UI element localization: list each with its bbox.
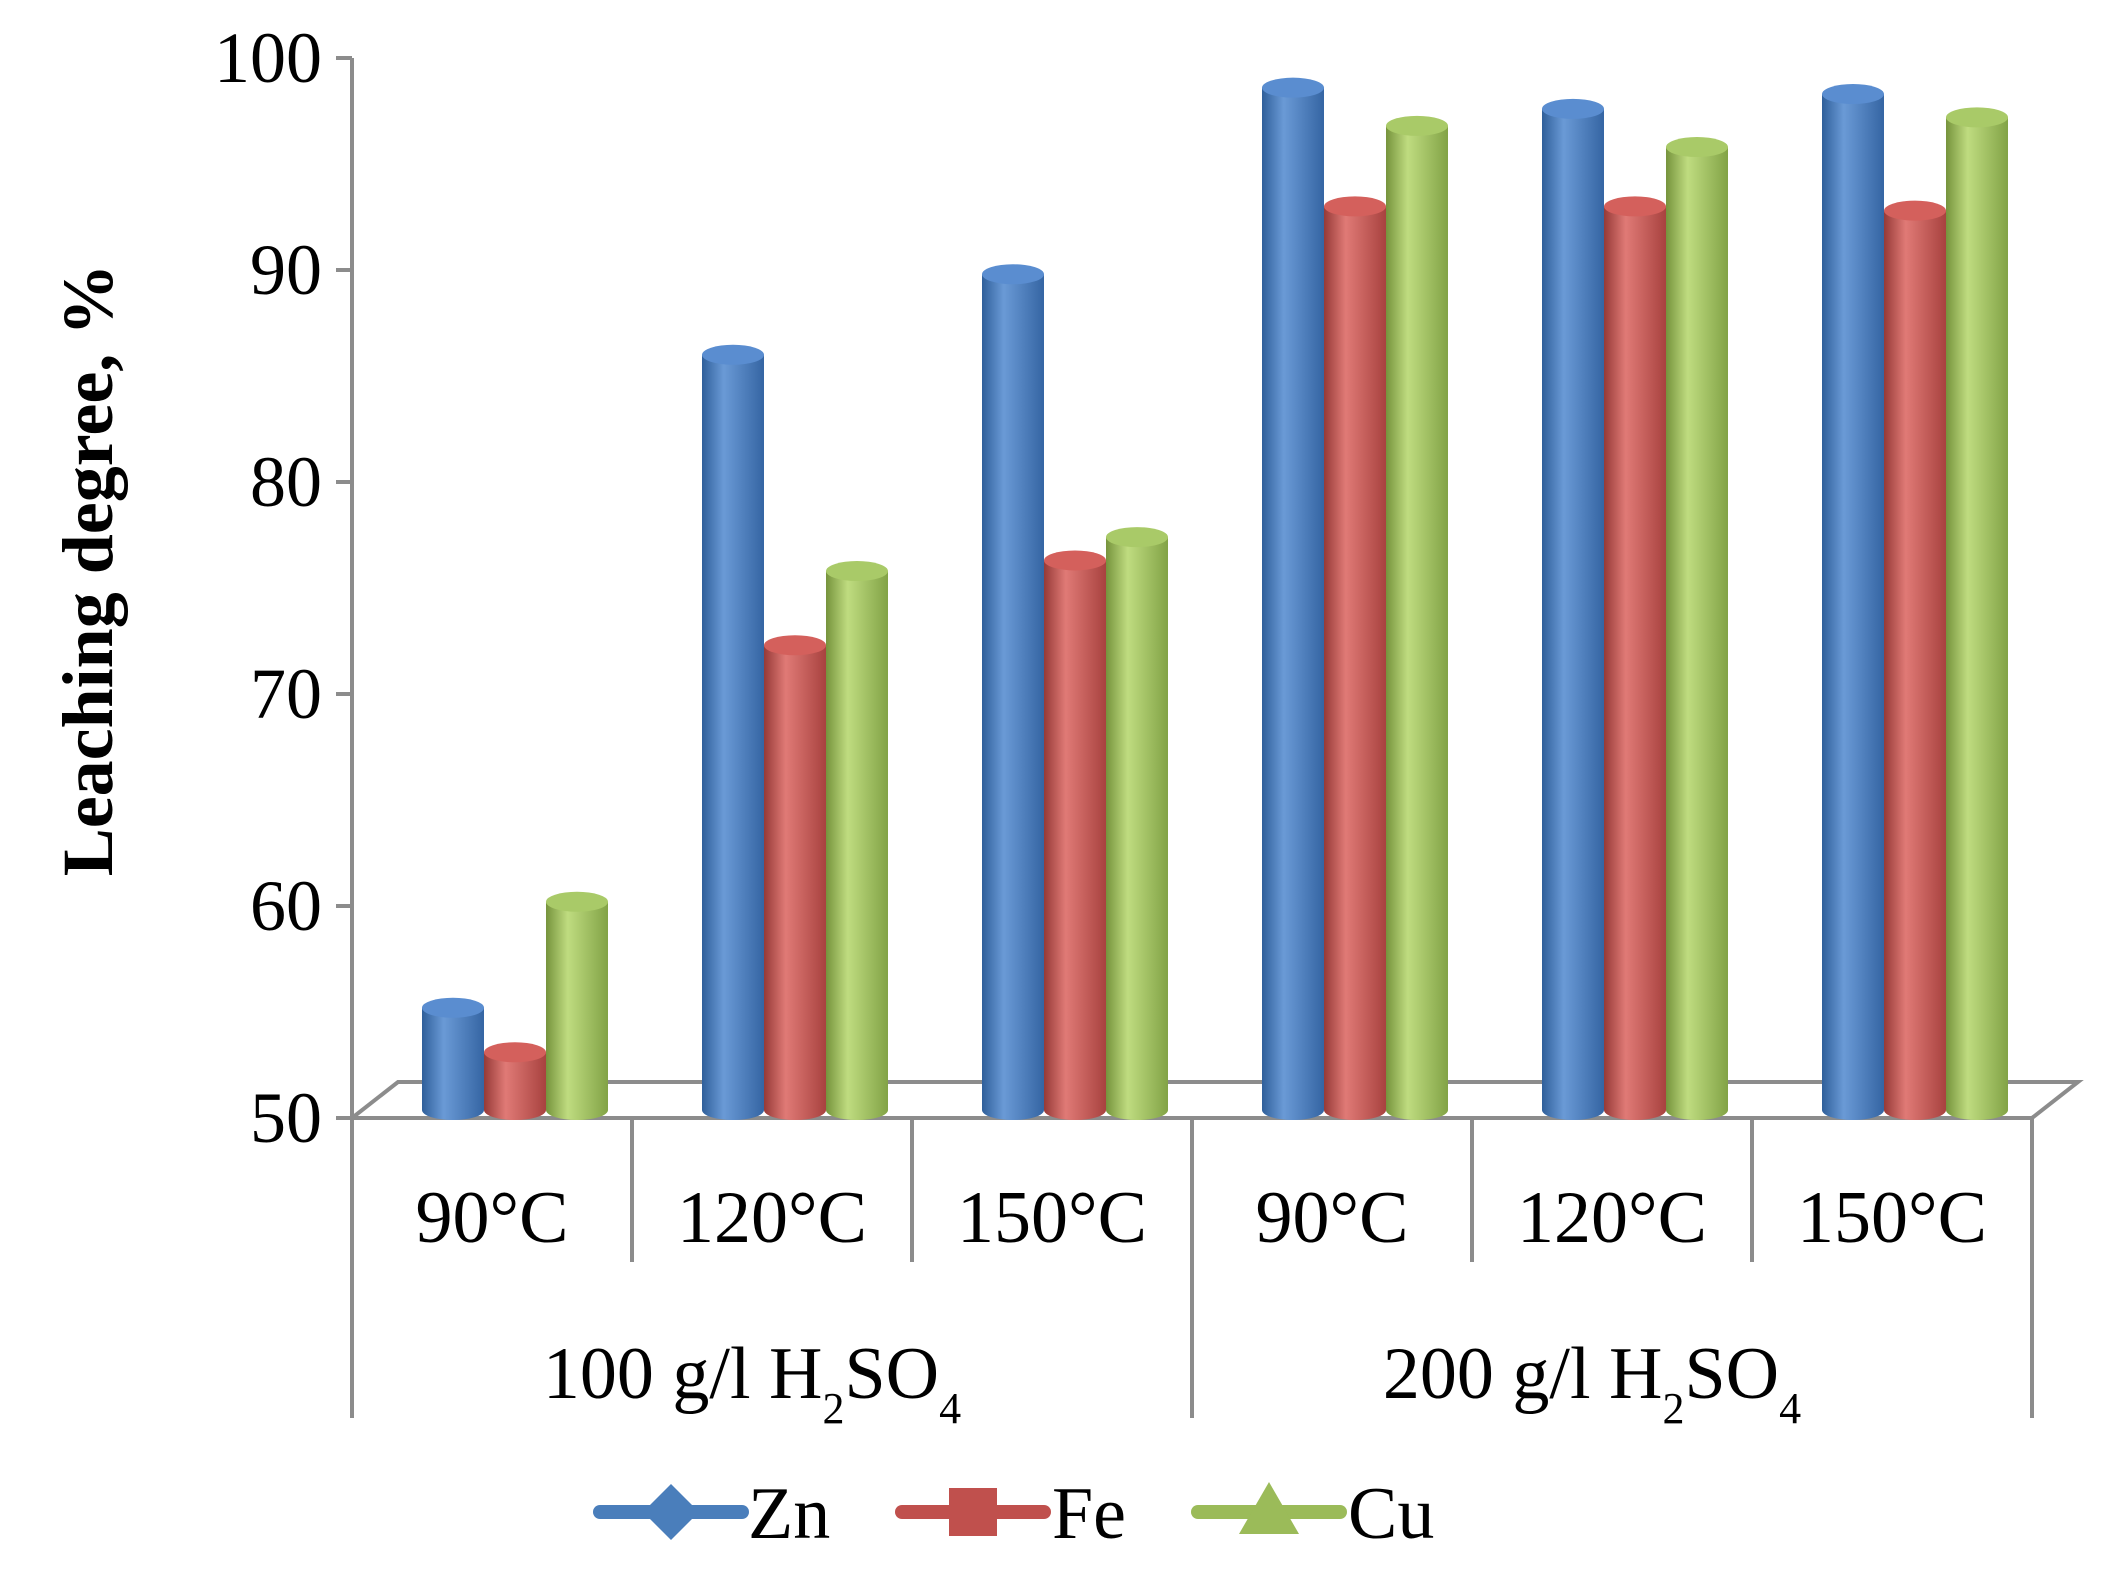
category-label-2: 150°C (957, 1177, 1147, 1259)
bar-zn-0 (422, 997, 484, 1120)
bar-body-cu-5 (1946, 117, 2008, 1121)
bar-body-cu-3 (1386, 125, 1448, 1121)
bar-cap-zn-3 (1262, 77, 1324, 98)
bar-zn-4 (1542, 98, 1604, 1120)
bar-body-zn-5 (1822, 94, 1884, 1120)
bar-cap-fe-5 (1884, 200, 1946, 221)
group-label-2-mid: SO (1684, 1333, 1779, 1415)
legend-fe-square-icon (949, 1488, 997, 1536)
group-label-1-sub2: 4 (939, 1384, 961, 1433)
bar-cap-fe-3 (1324, 196, 1386, 217)
bar-body-zn-3 (1262, 87, 1324, 1120)
legend-fe-label: Fe (1052, 1473, 1126, 1555)
bar-cu-2 (1106, 527, 1168, 1120)
bar-body-zn-2 (982, 274, 1044, 1120)
y-tick-label-60: 60 (250, 866, 322, 946)
bar-body-fe-3 (1324, 206, 1386, 1120)
bar-cu-0 (546, 891, 608, 1120)
bar-cap-zn-5 (1822, 84, 1884, 105)
group-label-2-sub2: 4 (1779, 1384, 1801, 1433)
y-tick-label-90: 90 (250, 230, 322, 310)
bar-cap-zn-4 (1542, 98, 1604, 119)
group-label-2: 200 g/l H2SO4 (1383, 1333, 1801, 1433)
bar-body-cu-4 (1666, 147, 1728, 1121)
bar-cap-cu-1 (826, 561, 888, 582)
bar-fe-4 (1604, 196, 1666, 1120)
bar-cap-zn-1 (702, 344, 764, 365)
bar-cap-cu-5 (1946, 107, 2008, 128)
legend-zn-label: Zn (748, 1473, 830, 1555)
category-label-3: 90°C (1256, 1177, 1409, 1259)
bar-fe-3 (1324, 196, 1386, 1120)
bar-zn-3 (1262, 77, 1324, 1120)
group-label-2-sub1: 2 (1662, 1384, 1684, 1433)
bar-fe-1 (764, 635, 826, 1120)
y-tick-label-100: 100 (214, 18, 322, 98)
bar-cap-cu-4 (1666, 137, 1728, 158)
category-label-0: 90°C (416, 1177, 569, 1259)
y-ticks: 50 60 70 80 90 100 (214, 18, 352, 1158)
y-axis-label: Leaching degree, % (48, 264, 128, 877)
bar-cap-zn-0 (422, 997, 484, 1018)
bar-cu-1 (826, 561, 888, 1120)
category-label-1: 120°C (677, 1177, 867, 1259)
bar-body-zn-1 (702, 354, 764, 1120)
bar-cap-cu-2 (1106, 527, 1168, 548)
chart-floor (346, 1080, 2084, 1120)
group-label-1-text: 100 g/l H (543, 1333, 823, 1415)
group-label-1: 100 g/l H2SO4 (543, 1333, 961, 1433)
bar-body-cu-1 (826, 571, 888, 1120)
bar-body-zn-0 (422, 1007, 484, 1120)
bar-cu-4 (1666, 137, 1728, 1121)
legend-zn-diamond-icon (643, 1484, 699, 1540)
group-label-2-text: 200 g/l H (1383, 1333, 1663, 1415)
bar-fe-5 (1884, 200, 1946, 1120)
category-label-5: 150°C (1797, 1177, 1987, 1259)
bar-fe-2 (1044, 550, 1106, 1120)
bar-zn-1 (702, 344, 764, 1120)
group-label-1-mid: SO (844, 1333, 939, 1415)
category-labels: 90°C 120°C 150°C 90°C 120°C 150°C (416, 1118, 1987, 1418)
bar-cu-3 (1386, 115, 1448, 1121)
group-label-1-sub1: 2 (822, 1384, 844, 1433)
bar-zn-2 (982, 264, 1044, 1120)
bar-body-fe-4 (1604, 206, 1666, 1120)
bar-cap-cu-0 (546, 891, 608, 912)
bar-fe-0 (484, 1042, 546, 1120)
legend-cu-triangle-icon (1239, 1482, 1299, 1534)
bar-body-cu-2 (1106, 537, 1168, 1120)
bar-cap-fe-0 (484, 1042, 546, 1063)
bar-body-fe-2 (1044, 560, 1106, 1120)
bar-body-fe-5 (1884, 210, 1946, 1120)
bar-cap-fe-4 (1604, 196, 1666, 217)
legend-cu-label: Cu (1348, 1473, 1434, 1555)
bars (422, 77, 2008, 1121)
bar-body-fe-0 (484, 1052, 546, 1120)
bar-cap-fe-2 (1044, 550, 1106, 571)
category-label-4: 120°C (1517, 1177, 1707, 1259)
bar-cap-zn-2 (982, 264, 1044, 285)
bar-body-fe-1 (764, 645, 826, 1120)
bar-cu-5 (1946, 107, 2008, 1121)
y-tick-label-70: 70 (250, 654, 322, 734)
y-tick-label-80: 80 (250, 442, 322, 522)
bar-cap-fe-1 (764, 635, 826, 656)
bar-body-zn-4 (1542, 108, 1604, 1120)
y-tick-label-50: 50 (250, 1078, 322, 1158)
bar-zn-5 (1822, 84, 1884, 1120)
legend: Zn Fe Cu (593, 1473, 1434, 1555)
bar-body-cu-0 (546, 901, 608, 1120)
bar-cap-cu-3 (1386, 115, 1448, 136)
